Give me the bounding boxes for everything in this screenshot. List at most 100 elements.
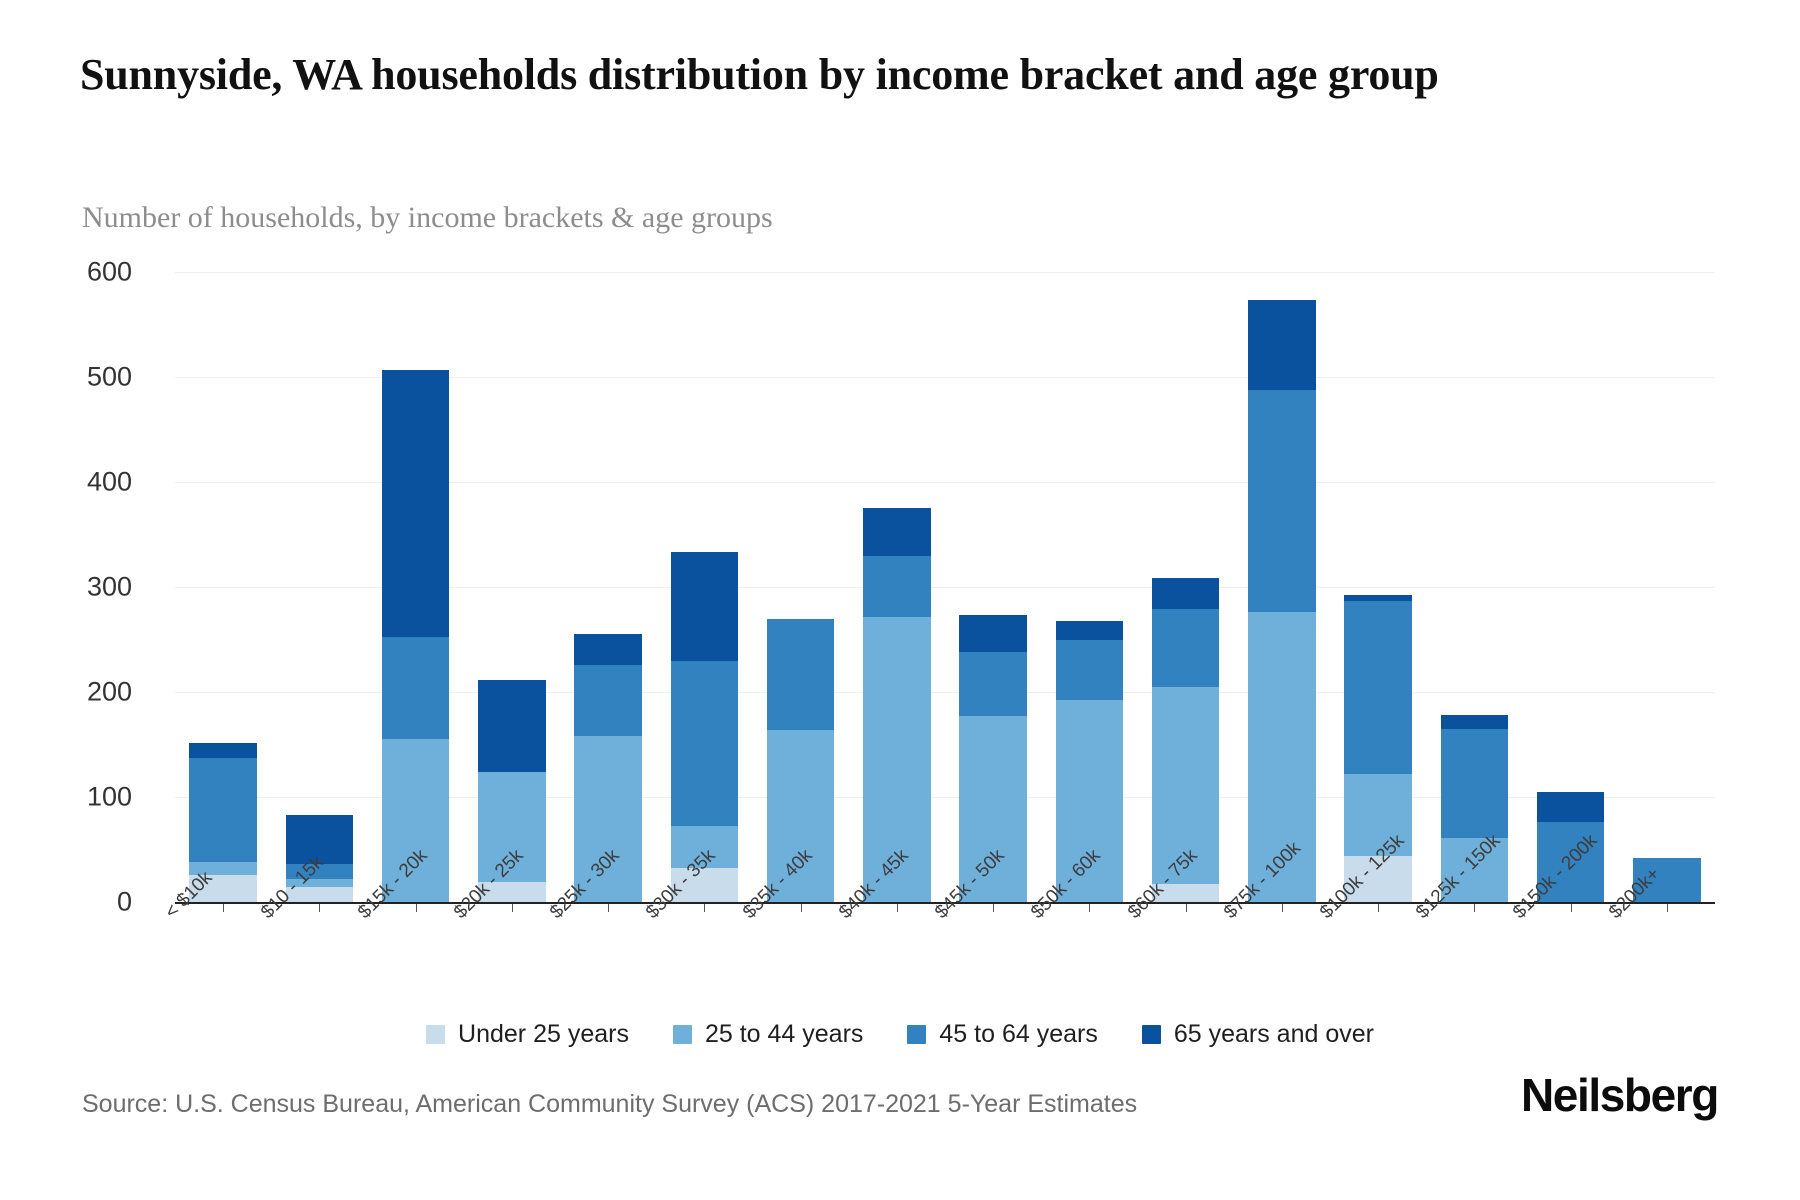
x-axis-tick <box>1666 902 1668 912</box>
bar-group[interactable] <box>464 272 560 912</box>
bar-segment[interactable] <box>478 680 546 772</box>
bar-segment[interactable] <box>1440 837 1509 902</box>
x-axis-tick <box>1185 902 1187 912</box>
y-axis-tick-label: 200 <box>86 676 132 707</box>
bar-segment[interactable] <box>1055 639 1124 701</box>
bar-segment[interactable] <box>285 878 354 888</box>
legend-label: 65 years and over <box>1173 1020 1374 1048</box>
bar-segment[interactable] <box>1151 686 1220 885</box>
bar-group[interactable] <box>1041 272 1137 912</box>
bar-segment[interactable] <box>863 617 931 902</box>
bar-group[interactable] <box>656 272 752 912</box>
bar-segment[interactable] <box>1536 822 1605 902</box>
bar-group[interactable] <box>945 272 1041 912</box>
x-axis-tick-label: $20k - 25k <box>449 845 528 923</box>
bar-segment[interactable] <box>1248 300 1316 390</box>
bar-segment[interactable] <box>189 743 257 759</box>
bar-segment[interactable] <box>1151 609 1220 687</box>
y-axis-tick-label: 0 <box>116 886 132 917</box>
bar-segment[interactable] <box>1344 773 1412 856</box>
bar-segment[interactable] <box>863 508 931 556</box>
bar-segment[interactable] <box>381 637 450 740</box>
bar-group[interactable] <box>849 272 945 912</box>
legend-item[interactable]: 65 years and over <box>1141 1020 1374 1049</box>
bar-segment[interactable] <box>381 739 450 902</box>
bar-segment[interactable] <box>285 864 354 879</box>
bar-group[interactable] <box>368 272 464 912</box>
legend-label: 45 to 64 years <box>939 1020 1098 1048</box>
bar-segment[interactable] <box>959 652 1027 717</box>
bar-segment[interactable] <box>1344 855 1412 902</box>
bar-segment[interactable] <box>478 882 546 902</box>
x-axis-labels: < $10k $10 - 15k $15k - 20k$20k - 25k$25k … <box>161 830 1715 1016</box>
y-axis-tick-label: 100 <box>86 781 132 812</box>
bar-group[interactable] <box>1234 272 1330 912</box>
bar-segment[interactable] <box>670 826 739 869</box>
bar-segment[interactable] <box>574 736 642 902</box>
bar-segment[interactable] <box>1344 600 1412 774</box>
x-axis-tick <box>1089 902 1091 912</box>
x-axis-tick-label: $150k - 200k <box>1508 830 1602 923</box>
bar-segment[interactable] <box>285 814 354 865</box>
page-title: Sunnyside, WA households distribution by… <box>80 50 1439 99</box>
gridline <box>175 272 1715 273</box>
bar-group[interactable] <box>1619 272 1715 912</box>
bar-segment[interactable] <box>1151 884 1220 902</box>
bar-group[interactable] <box>175 272 271 912</box>
bar-segment[interactable] <box>1055 620 1124 640</box>
x-axis-tick-label: $45k - 50k <box>931 845 1009 923</box>
x-axis-tick-label: $30k - 35k <box>642 845 720 923</box>
bar-segment[interactable] <box>863 555 931 618</box>
x-axis-tick-label: < $10k <box>161 867 217 923</box>
bar-segment[interactable] <box>1440 728 1509 838</box>
bar-group[interactable] <box>1138 272 1234 912</box>
bar-group[interactable] <box>271 272 367 912</box>
bar-group[interactable] <box>1330 272 1426 912</box>
bar-segment[interactable] <box>478 771 546 883</box>
bar-segment[interactable] <box>1440 715 1509 729</box>
bar-segment[interactable] <box>1151 577 1220 610</box>
bar-segment[interactable] <box>670 552 739 661</box>
bar-segment[interactable] <box>381 369 450 638</box>
bar-segment[interactable] <box>574 664 642 737</box>
legend-swatch-icon <box>672 1025 692 1044</box>
x-axis-tick <box>1474 902 1476 912</box>
legend-item[interactable]: 45 to 64 years <box>907 1020 1098 1049</box>
x-axis-tick-label: $125k - 150k <box>1412 830 1505 923</box>
gridline <box>175 587 1715 588</box>
bar-segment[interactable] <box>1633 857 1701 902</box>
x-axis-tick <box>1378 902 1380 912</box>
x-axis-tick-label: $40k - 45k <box>834 845 913 923</box>
bar-group[interactable] <box>1426 272 1522 912</box>
bar-segment[interactable] <box>1248 389 1316 613</box>
bar-segment[interactable] <box>959 716 1027 902</box>
x-axis-tick <box>608 902 610 912</box>
bar-segment[interactable] <box>766 729 835 902</box>
bar-segment[interactable] <box>285 887 354 902</box>
bar-segment[interactable] <box>766 618 835 730</box>
bar-segment[interactable] <box>189 874 257 902</box>
bar-segment[interactable] <box>670 868 739 902</box>
bar-segment[interactable] <box>1344 595 1412 601</box>
bar-segment[interactable] <box>1055 700 1124 902</box>
x-axis-tick-label: $25k - 30k <box>546 845 624 923</box>
bar-segment[interactable] <box>959 615 1027 653</box>
bar-segment[interactable] <box>1248 612 1316 902</box>
bar-group[interactable] <box>560 272 656 912</box>
legend-item[interactable]: Under 25 years <box>426 1020 629 1049</box>
legend-label: 25 to 44 years <box>704 1020 864 1048</box>
bar-segment[interactable] <box>1536 791 1605 823</box>
x-axis-tick <box>993 902 995 912</box>
x-axis-tick-label: $100k - 125k <box>1316 830 1409 923</box>
x-axis-tick <box>800 902 802 912</box>
legend-item[interactable]: 25 to 44 years <box>672 1020 864 1049</box>
bar-segment[interactable] <box>189 758 257 863</box>
bar-group[interactable] <box>753 272 849 912</box>
bar-segment[interactable] <box>670 660 739 827</box>
x-axis-tick-label: $15k - 20k <box>353 845 432 923</box>
bar-group[interactable] <box>1523 272 1619 912</box>
brand-logo: Neilsberg <box>1520 1069 1719 1121</box>
bar-segment[interactable] <box>574 634 642 665</box>
bar-segment[interactable] <box>189 862 257 875</box>
